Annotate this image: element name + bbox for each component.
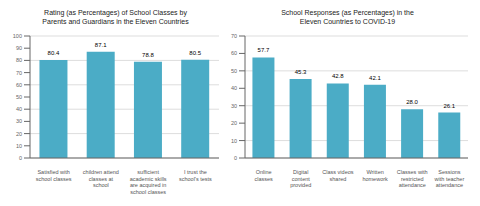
svg-text:Class videosshared: Class videosshared bbox=[322, 169, 353, 182]
html-text:School Responses (as Percentag: School Responses (as Percentages) in the bbox=[281, 9, 414, 16]
svg-text:0: 0 bbox=[19, 155, 22, 161]
svg-text:Classes withrestrictedattendan: Classes withrestrictedattendance bbox=[397, 169, 428, 188]
svg-text:0: 0 bbox=[234, 155, 237, 161]
svg-text:60: 60 bbox=[231, 50, 237, 56]
svg-text:30: 30 bbox=[231, 103, 237, 109]
svg-text:50: 50 bbox=[16, 94, 22, 100]
svg-text:10: 10 bbox=[16, 143, 22, 149]
svg-text:10: 10 bbox=[231, 138, 237, 144]
svg-text:80.5: 80.5 bbox=[189, 50, 201, 56]
svg-text:80.4: 80.4 bbox=[48, 50, 60, 56]
svg-text:90: 90 bbox=[16, 45, 22, 51]
svg-text:20: 20 bbox=[16, 131, 22, 137]
svg-text:Satisfied withschool classes: Satisfied withschool classes bbox=[36, 169, 72, 182]
svg-text:70: 70 bbox=[231, 33, 237, 39]
svg-text:30: 30 bbox=[16, 118, 22, 124]
svg-text:42.1: 42.1 bbox=[369, 75, 381, 81]
svg-text:40: 40 bbox=[231, 85, 237, 91]
svg-text:45.3: 45.3 bbox=[295, 69, 307, 75]
svg-text:Writtenhomework: Writtenhomework bbox=[362, 169, 388, 182]
svg-text:Sessionswith teacherattendance: Sessionswith teacherattendance bbox=[434, 169, 465, 188]
svg-text:87.1: 87.1 bbox=[95, 42, 107, 48]
svg-text:28.0: 28.0 bbox=[406, 99, 418, 105]
svg-text:Onlineclasses: Onlineclasses bbox=[254, 169, 273, 182]
svg-text:57.7: 57.7 bbox=[258, 47, 270, 53]
svg-text:26.1: 26.1 bbox=[443, 103, 455, 109]
svg-text:50: 50 bbox=[231, 68, 237, 74]
svg-text:I trust theschool's tests: I trust theschool's tests bbox=[179, 169, 212, 182]
html-text:Parents and Guardians in the E: Parents and Guardians in the Eleven Coun… bbox=[42, 18, 189, 25]
svg-text:42.8: 42.8 bbox=[332, 73, 344, 79]
html-text:Rating (as Percentages) of Sch: Rating (as Percentages) of School Classe… bbox=[44, 9, 187, 16]
svg-text:Digitalcontentprovided: Digitalcontentprovided bbox=[290, 169, 311, 188]
html-text:Eleven Countries to COVID-19: Eleven Countries to COVID-19 bbox=[299, 18, 396, 25]
svg-text:70: 70 bbox=[16, 70, 22, 76]
svg-text:60: 60 bbox=[16, 82, 22, 88]
svg-text:20: 20 bbox=[231, 120, 237, 126]
svg-text:sufficientacademic skillsare a: sufficientacademic skillsare acquired in… bbox=[130, 169, 167, 195]
svg-text:78.8: 78.8 bbox=[142, 52, 154, 58]
svg-text:100: 100 bbox=[13, 33, 22, 39]
svg-text:80: 80 bbox=[16, 57, 22, 63]
svg-text:40: 40 bbox=[16, 106, 22, 112]
svg-text:children attendclasses atschoo: children attendclasses atschool bbox=[83, 169, 119, 188]
